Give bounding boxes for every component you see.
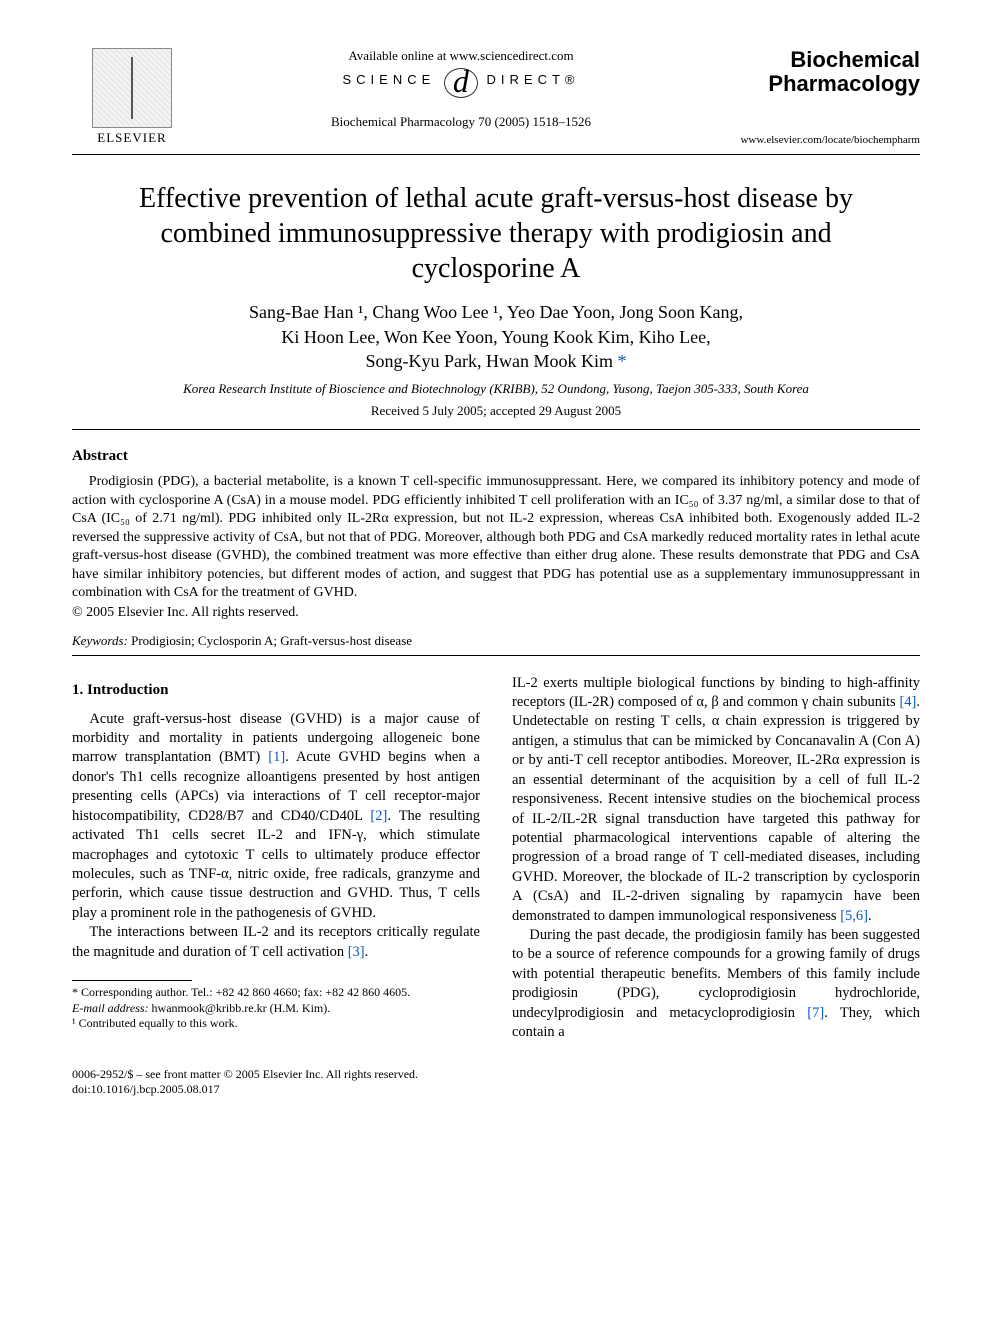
text: . xyxy=(868,908,872,924)
footnote-equal-contrib: ¹ Contributed equally to this work. xyxy=(72,1016,480,1032)
citation-line: Biochemical Pharmacology 70 (2005) 1518–… xyxy=(200,114,722,130)
sciencedirect-left: SCIENCE xyxy=(342,72,435,87)
ref-link-7[interactable]: [7] xyxy=(807,1005,824,1021)
footer-line-2: doi:10.1016/j.bcp.2005.08.017 xyxy=(72,1082,920,1097)
journal-url: www.elsevier.com/locate/biochempharm xyxy=(730,134,920,146)
article-title: Effective prevention of lethal acute gra… xyxy=(132,181,860,286)
intro-para-1: Acute graft-versus-host disease (GVHD) i… xyxy=(72,710,480,924)
post-keywords-rule xyxy=(72,655,920,656)
abstract-heading: Abstract xyxy=(72,448,920,465)
article-dates: Received 5 July 2005; accepted 29 August… xyxy=(72,403,920,419)
footnote-email: E-mail address: hwanmook@kribb.re.kr (H.… xyxy=(72,1001,480,1017)
intro-para-2: The interactions between IL-2 and its re… xyxy=(72,923,480,962)
email-value[interactable]: hwanmook@kribb.re.kr (H.M. Kim). xyxy=(149,1001,331,1015)
pre-abstract-rule xyxy=(72,429,920,430)
text: . The resulting activated Th1 cells secr… xyxy=(72,808,480,921)
right-para-2: During the past decade, the prodigiosin … xyxy=(512,926,920,1043)
text: The interactions between IL-2 and its re… xyxy=(72,924,480,959)
publisher-logo-block: ELSEVIER xyxy=(72,48,192,146)
keywords-line: Keywords: Prodigiosin; Cyclosporin A; Gr… xyxy=(72,633,920,649)
keywords-label: Keywords: xyxy=(72,633,128,648)
sciencedirect-right: DIRECT® xyxy=(487,72,580,87)
keywords-text: Prodigiosin; Cyclosporin A; Graft-versus… xyxy=(128,633,412,648)
header-rule xyxy=(72,154,920,155)
journal-name-line2: Pharmacology xyxy=(730,72,920,96)
abstract-text: Prodigiosin (PDG), a bacterial metabolit… xyxy=(72,473,920,602)
email-label: E-mail address: xyxy=(72,1001,149,1015)
ref-link-1[interactable]: [1] xyxy=(268,749,285,765)
authors-line2: Ki Hoon Lee, Won Kee Yoon, Young Kook Ki… xyxy=(281,327,710,347)
corresponding-mark[interactable]: * xyxy=(618,351,627,371)
elsevier-tree-icon xyxy=(92,48,172,128)
left-column: 1. Introduction Acute graft-versus-host … xyxy=(72,674,480,1043)
footer-line-1: 0006-2952/$ – see front matter © 2005 El… xyxy=(72,1067,920,1082)
affiliation: Korea Research Institute of Bioscience a… xyxy=(102,381,890,397)
header: ELSEVIER Available online at www.science… xyxy=(72,48,920,146)
text: . Undetectable on resting T cells, α cha… xyxy=(512,694,920,924)
footer: 0006-2952/$ – see front matter © 2005 El… xyxy=(72,1067,920,1097)
authors-line1: Sang-Bae Han ¹, Chang Woo Lee ¹, Yeo Dae… xyxy=(249,302,743,322)
right-para-1: IL-2 exerts multiple biological function… xyxy=(512,674,920,926)
copyright-line: © 2005 Elsevier Inc. All rights reserved… xyxy=(72,605,920,621)
footnote-corresponding: * Corresponding author. Tel.: +82 42 860… xyxy=(72,985,480,1001)
journal-name-line1: Biochemical xyxy=(730,48,920,72)
right-column: IL-2 exerts multiple biological function… xyxy=(512,674,920,1043)
text: IL-2 exerts multiple biological function… xyxy=(512,675,920,710)
text: . xyxy=(365,944,369,960)
footnotes: * Corresponding author. Tel.: +82 42 860… xyxy=(72,985,480,1032)
ref-link-3[interactable]: [3] xyxy=(348,944,365,960)
publisher-label: ELSEVIER xyxy=(72,130,192,146)
authors-line3: Song-Kyu Park, Hwan Mook Kim xyxy=(366,351,618,371)
ref-link-5-6[interactable]: [5,6] xyxy=(840,908,868,924)
available-online-text: Available online at www.sciencedirect.co… xyxy=(200,48,722,64)
authors-block: Sang-Bae Han ¹, Chang Woo Lee ¹, Yeo Dae… xyxy=(112,300,880,373)
footnote-rule xyxy=(72,980,192,981)
ref-link-4[interactable]: [4] xyxy=(899,694,916,710)
header-center: Available online at www.sciencedirect.co… xyxy=(192,48,730,130)
body-columns: 1. Introduction Acute graft-versus-host … xyxy=(72,674,920,1043)
sciencedirect-logo: SCIENCE d DIRECT® xyxy=(200,68,722,98)
journal-page: ELSEVIER Available online at www.science… xyxy=(0,0,992,1153)
ref-link-2[interactable]: [2] xyxy=(370,808,387,824)
sciencedirect-d-icon: d xyxy=(444,68,478,98)
journal-block: Biochemical Pharmacology www.elsevier.co… xyxy=(730,48,920,146)
intro-heading: 1. Introduction xyxy=(72,680,480,700)
